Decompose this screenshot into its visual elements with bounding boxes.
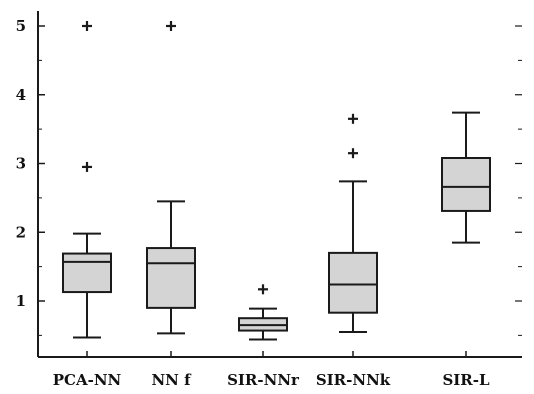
box-group-sir-l	[441, 111, 491, 244]
x-category-label: NN f	[151, 371, 192, 389]
box	[441, 157, 491, 212]
x-category-label: SIR-NNr	[227, 371, 300, 389]
x-category-label: PCA-NN	[53, 371, 122, 389]
label-layer: 1 2 3 4 5 PCA-NN NN f SIR-NNr SIR-NNk SIR-L	[16, 17, 490, 389]
box-group-pca-nn	[62, 21, 112, 339]
x-category-label: SIR-L	[442, 371, 490, 389]
y-tick-label: 2	[16, 223, 26, 241]
box	[146, 247, 196, 309]
x-category-label: SIR-NNk	[316, 371, 391, 389]
box-group-sir-nnr	[238, 284, 288, 341]
y-tick-label: 4	[16, 86, 26, 104]
y-tick-label: 1	[16, 292, 26, 310]
y-tick-label: 3	[16, 155, 26, 173]
outlier-marker	[166, 21, 176, 31]
outlier-marker	[348, 148, 358, 159]
box-group-nn-f	[146, 21, 196, 335]
outlier-marker	[258, 284, 268, 295]
outlier-marker	[82, 161, 92, 172]
box	[328, 251, 378, 314]
axes-layer	[37, 11, 522, 358]
plot-layer	[62, 21, 491, 341]
outlier-marker	[348, 113, 358, 124]
outlier-marker	[82, 21, 92, 31]
box-group-sir-nnk	[328, 113, 378, 333]
box	[62, 252, 112, 294]
y-tick-label: 5	[16, 17, 26, 35]
